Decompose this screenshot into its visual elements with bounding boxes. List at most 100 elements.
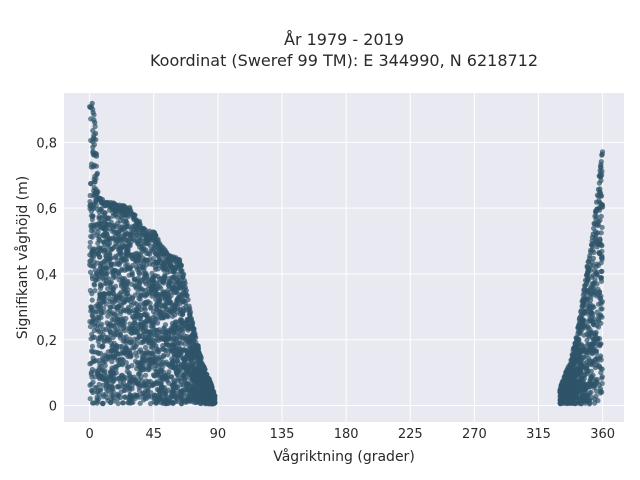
data-point <box>158 381 164 387</box>
data-point <box>96 350 102 357</box>
data-point <box>141 265 147 271</box>
data-point <box>143 299 150 305</box>
data-point <box>100 359 106 365</box>
data-point <box>155 348 161 354</box>
data-point <box>587 378 593 384</box>
data-point <box>588 349 594 356</box>
data-point <box>597 217 603 223</box>
data-point <box>150 381 156 388</box>
data-point <box>92 385 98 391</box>
data-point <box>172 304 178 310</box>
data-point <box>96 328 102 334</box>
data-point <box>93 153 100 159</box>
data-point <box>126 236 133 242</box>
data-point <box>129 269 135 276</box>
data-point <box>137 244 143 250</box>
data-point <box>173 384 180 390</box>
data-point <box>114 214 121 220</box>
data-point <box>599 152 605 158</box>
y-tick-label: 0,6 <box>36 202 57 217</box>
data-point <box>136 269 142 276</box>
data-point <box>130 313 136 320</box>
chart-subtitle: Koordinat (Sweref 99 TM): E 344990, N 62… <box>150 51 538 70</box>
data-point <box>148 339 155 345</box>
data-point <box>590 311 596 317</box>
data-point <box>570 394 577 400</box>
data-point <box>197 352 203 358</box>
data-point <box>183 364 190 370</box>
data-point <box>191 375 197 381</box>
data-point <box>200 399 206 405</box>
data-point <box>90 379 96 385</box>
data-points <box>87 100 606 407</box>
data-point <box>132 392 138 398</box>
data-point <box>92 120 98 126</box>
data-point <box>588 368 594 374</box>
data-point <box>174 286 181 292</box>
data-point <box>102 270 108 276</box>
data-point <box>586 303 592 309</box>
data-point <box>185 297 191 303</box>
data-point <box>163 359 169 365</box>
data-point <box>194 396 201 402</box>
data-point <box>107 329 113 336</box>
data-point <box>118 373 124 379</box>
x-axis-label: Vågriktning (grader) <box>273 448 415 465</box>
data-point <box>582 372 588 378</box>
data-point <box>169 285 175 292</box>
data-point <box>580 296 586 302</box>
data-point <box>132 292 138 298</box>
y-tick-label: 0,8 <box>36 136 57 151</box>
data-point <box>102 377 108 383</box>
data-point <box>584 264 590 270</box>
data-point <box>108 399 114 406</box>
data-point <box>96 365 102 371</box>
data-point <box>209 384 215 390</box>
data-point <box>121 350 127 356</box>
data-point <box>155 262 161 268</box>
data-point <box>87 192 93 199</box>
data-point <box>145 367 151 373</box>
data-point <box>146 228 153 234</box>
data-point <box>110 388 116 394</box>
data-point <box>115 358 121 364</box>
data-point <box>150 360 156 366</box>
data-point <box>113 253 119 259</box>
x-tick-labels: 0 45 90 135 180 225 270 315 360 <box>86 427 616 442</box>
data-point <box>108 304 114 310</box>
data-point <box>90 349 96 355</box>
data-point <box>598 357 604 363</box>
data-point <box>574 335 580 341</box>
data-point <box>564 390 570 396</box>
data-point <box>141 350 147 356</box>
data-point <box>95 240 101 246</box>
data-point <box>91 230 97 236</box>
data-point <box>591 220 597 227</box>
data-point <box>151 281 157 287</box>
data-point <box>183 288 189 294</box>
data-point <box>597 336 603 342</box>
data-point <box>109 367 115 373</box>
x-tick-label: 45 <box>145 427 162 442</box>
data-point <box>93 130 99 137</box>
data-point <box>98 334 104 340</box>
data-point <box>597 341 603 348</box>
data-point <box>110 272 116 278</box>
data-point <box>130 345 136 351</box>
data-point <box>98 215 104 221</box>
data-point <box>171 343 177 349</box>
data-point <box>94 309 100 315</box>
x-tick-label: 0 <box>86 427 94 442</box>
data-point <box>590 359 596 365</box>
data-point <box>137 400 143 406</box>
data-point <box>596 250 602 256</box>
data-point <box>586 398 592 404</box>
data-point <box>148 390 154 396</box>
chart-title: År 1979 - 2019 <box>284 30 404 49</box>
data-point <box>177 318 183 324</box>
data-point <box>163 329 169 335</box>
data-point <box>160 369 167 375</box>
data-point <box>181 298 187 304</box>
data-point <box>105 387 111 393</box>
data-point <box>145 257 151 263</box>
